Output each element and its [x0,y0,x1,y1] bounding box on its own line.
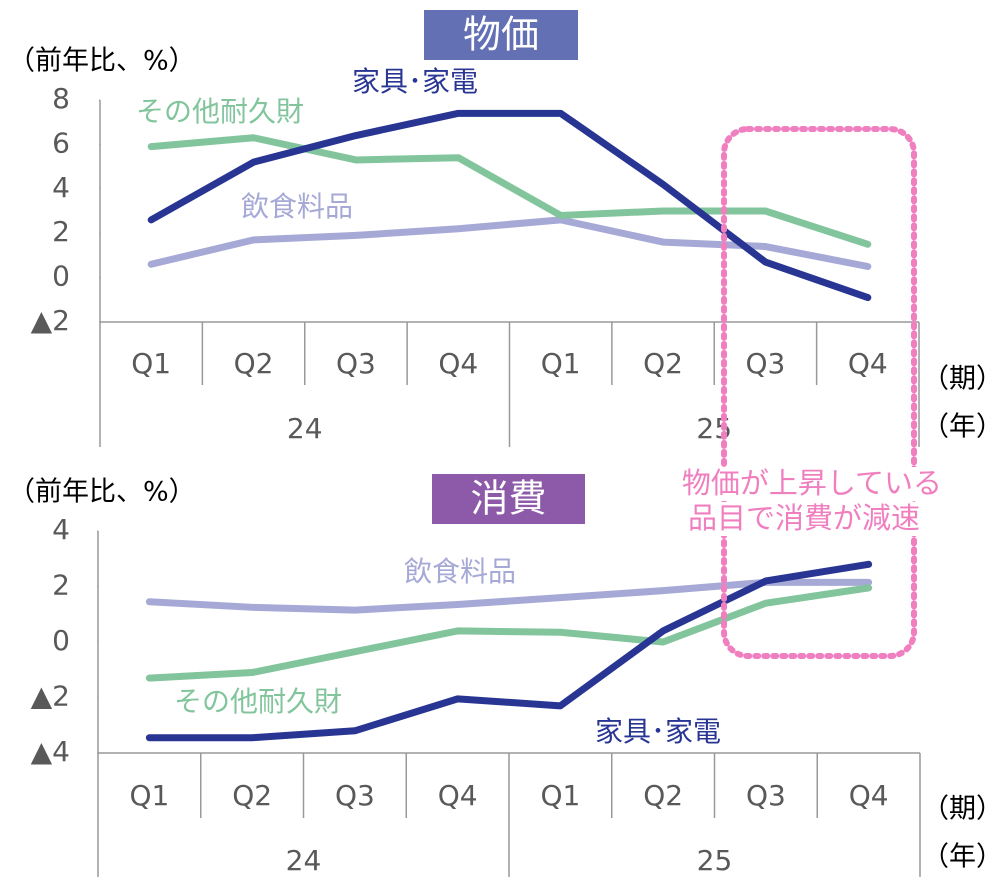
x-tick-label: Q3 [335,779,375,812]
series-label: 飲食料品 [404,555,516,588]
y-tick-label: 4 [52,171,70,204]
annotation-bg [665,467,965,501]
period-unit: （期） [922,364,995,395]
y-tick-label: 8 [52,82,70,115]
year-label: 24 [286,844,322,877]
series-label: 家具･家電 [352,65,478,98]
series-label: その他耐久財 [136,95,304,128]
annotation-text: 品目で消費が減速 [688,501,920,535]
x-tick-label: Q3 [336,347,376,380]
title-box [424,10,578,60]
series-line [145,578,873,614]
annotation-text: 物価が上昇している [682,466,942,500]
x-tick-label: Q4 [849,779,889,812]
x-tick-label: Q1 [540,779,580,812]
x-tick-label: Q2 [234,347,274,380]
y-tick-label: 2 [52,215,70,248]
y-axis-label: （前年比、%） [8,46,196,77]
x-tick-label: Q1 [541,347,581,380]
x-tick-label: Q4 [848,347,888,380]
year-unit: （年） [922,412,995,443]
chart-title: 消費 [470,477,546,521]
y-tick-label: ▲4 [31,735,70,768]
y-tick-label: 2 [52,569,70,602]
series-label: 飲食料品 [241,190,353,223]
x-tick-label: Q4 [438,779,478,812]
y-tick-label: 4 [52,513,70,546]
series-line [147,109,872,302]
x-tick-label: Q2 [232,779,272,812]
series-label: その他耐久財 [174,685,342,718]
year-label: 25 [697,844,733,877]
chart-title: 物価 [463,13,539,57]
year-label: 24 [287,412,323,445]
x-tick-label: Q3 [746,779,786,812]
x-tick-label: Q1 [131,347,171,380]
title-box [432,474,585,524]
series-line [145,584,873,682]
y-tick-label: 0 [52,260,70,293]
period-unit: （期） [922,794,995,825]
series-label: 家具･家電 [595,715,721,748]
x-tick-label: Q2 [643,779,683,812]
year-unit: （年） [922,842,995,873]
y-tick-label: ▲2 [31,304,70,337]
annotation-box [721,126,917,659]
x-tick-label: Q2 [643,347,683,380]
x-tick-label: Q3 [746,347,786,380]
x-tick-label: Q1 [129,779,169,812]
y-axis-label: （前年比、%） [8,477,196,508]
series-line [145,560,873,742]
y-tick-label: 0 [52,624,70,657]
y-tick-label: 6 [52,126,70,159]
x-tick-label: Q4 [438,347,478,380]
y-tick-label: ▲2 [31,680,70,713]
series-line [147,134,872,248]
annotation-bg [665,502,965,536]
